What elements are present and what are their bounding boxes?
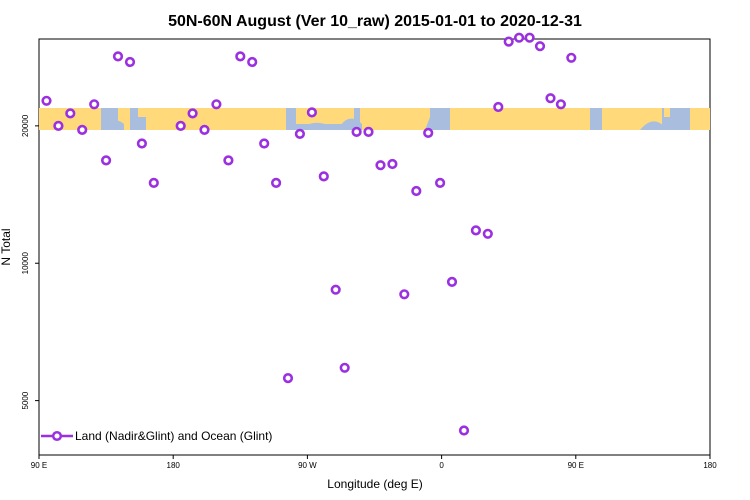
data-point (282, 373, 294, 384)
data-point (411, 185, 422, 197)
data-point (124, 56, 136, 68)
data-point (100, 155, 112, 166)
y-axis: 5000 10000 20000 (21, 114, 39, 410)
data-point (294, 128, 306, 139)
data-point (41, 95, 52, 106)
chart-title: 50N-60N August (Ver 10_raw) 2015-01-01 t… (168, 13, 582, 30)
data-point (482, 228, 493, 239)
data-point (399, 289, 410, 300)
data-point (306, 107, 318, 118)
data-point (259, 138, 270, 149)
data-point (330, 284, 341, 295)
data-point (555, 99, 567, 110)
data-point (271, 177, 282, 188)
plot-frame (38, 38, 711, 456)
x-axis: 90 E 180 90 W 0 90 E 180 (31, 455, 717, 470)
data-point (223, 155, 234, 166)
y-tick-label: 20000 (21, 114, 30, 137)
map-strip (39, 108, 710, 130)
data-point (199, 124, 210, 135)
x-tick-label: 180 (703, 461, 717, 470)
data-point (545, 93, 556, 104)
y-tick-label: 5000 (21, 391, 30, 409)
y-axis-label: N Total (0, 228, 13, 265)
data-point (318, 171, 329, 182)
x-tick-label: 180 (167, 461, 181, 470)
x-tick-label: 90 E (568, 461, 584, 470)
data-point (375, 160, 386, 171)
data-point (53, 120, 64, 131)
data-point (187, 108, 198, 119)
data-point (112, 51, 124, 62)
data-point (534, 41, 546, 52)
x-tick-label: 0 (439, 461, 444, 470)
data-point (524, 32, 535, 43)
data-point (175, 120, 186, 131)
data-point (211, 99, 222, 110)
x-tick-label: 90 W (298, 461, 317, 470)
data-points (41, 32, 577, 436)
y-tick-label: 10000 (21, 252, 30, 275)
data-point (235, 51, 246, 62)
data-point (566, 52, 577, 63)
data-point (247, 56, 258, 68)
x-tick-label: 90 E (31, 461, 47, 470)
data-point (89, 99, 100, 110)
data-point (363, 126, 374, 137)
data-point (470, 225, 482, 236)
data-point (503, 36, 514, 47)
legend-label: Land (Nadir&Glint) and Ocean (Glint) (75, 429, 272, 443)
map-strip-land (39, 108, 710, 130)
data-point (458, 425, 470, 436)
data-point (65, 108, 76, 119)
legend: Land (Nadir&Glint) and Ocean (Glint) (41, 429, 272, 443)
legend-marker (51, 430, 63, 442)
data-point (339, 362, 350, 373)
data-point (387, 158, 398, 170)
data-point (148, 177, 159, 188)
data-point (446, 276, 458, 288)
data-point (136, 138, 147, 149)
data-point (493, 101, 504, 113)
data-point (351, 126, 362, 137)
data-point (77, 124, 88, 135)
data-point (513, 32, 525, 43)
x-axis-label: Longitude (deg E) (327, 477, 422, 491)
data-point (423, 127, 434, 138)
data-point (435, 177, 446, 188)
